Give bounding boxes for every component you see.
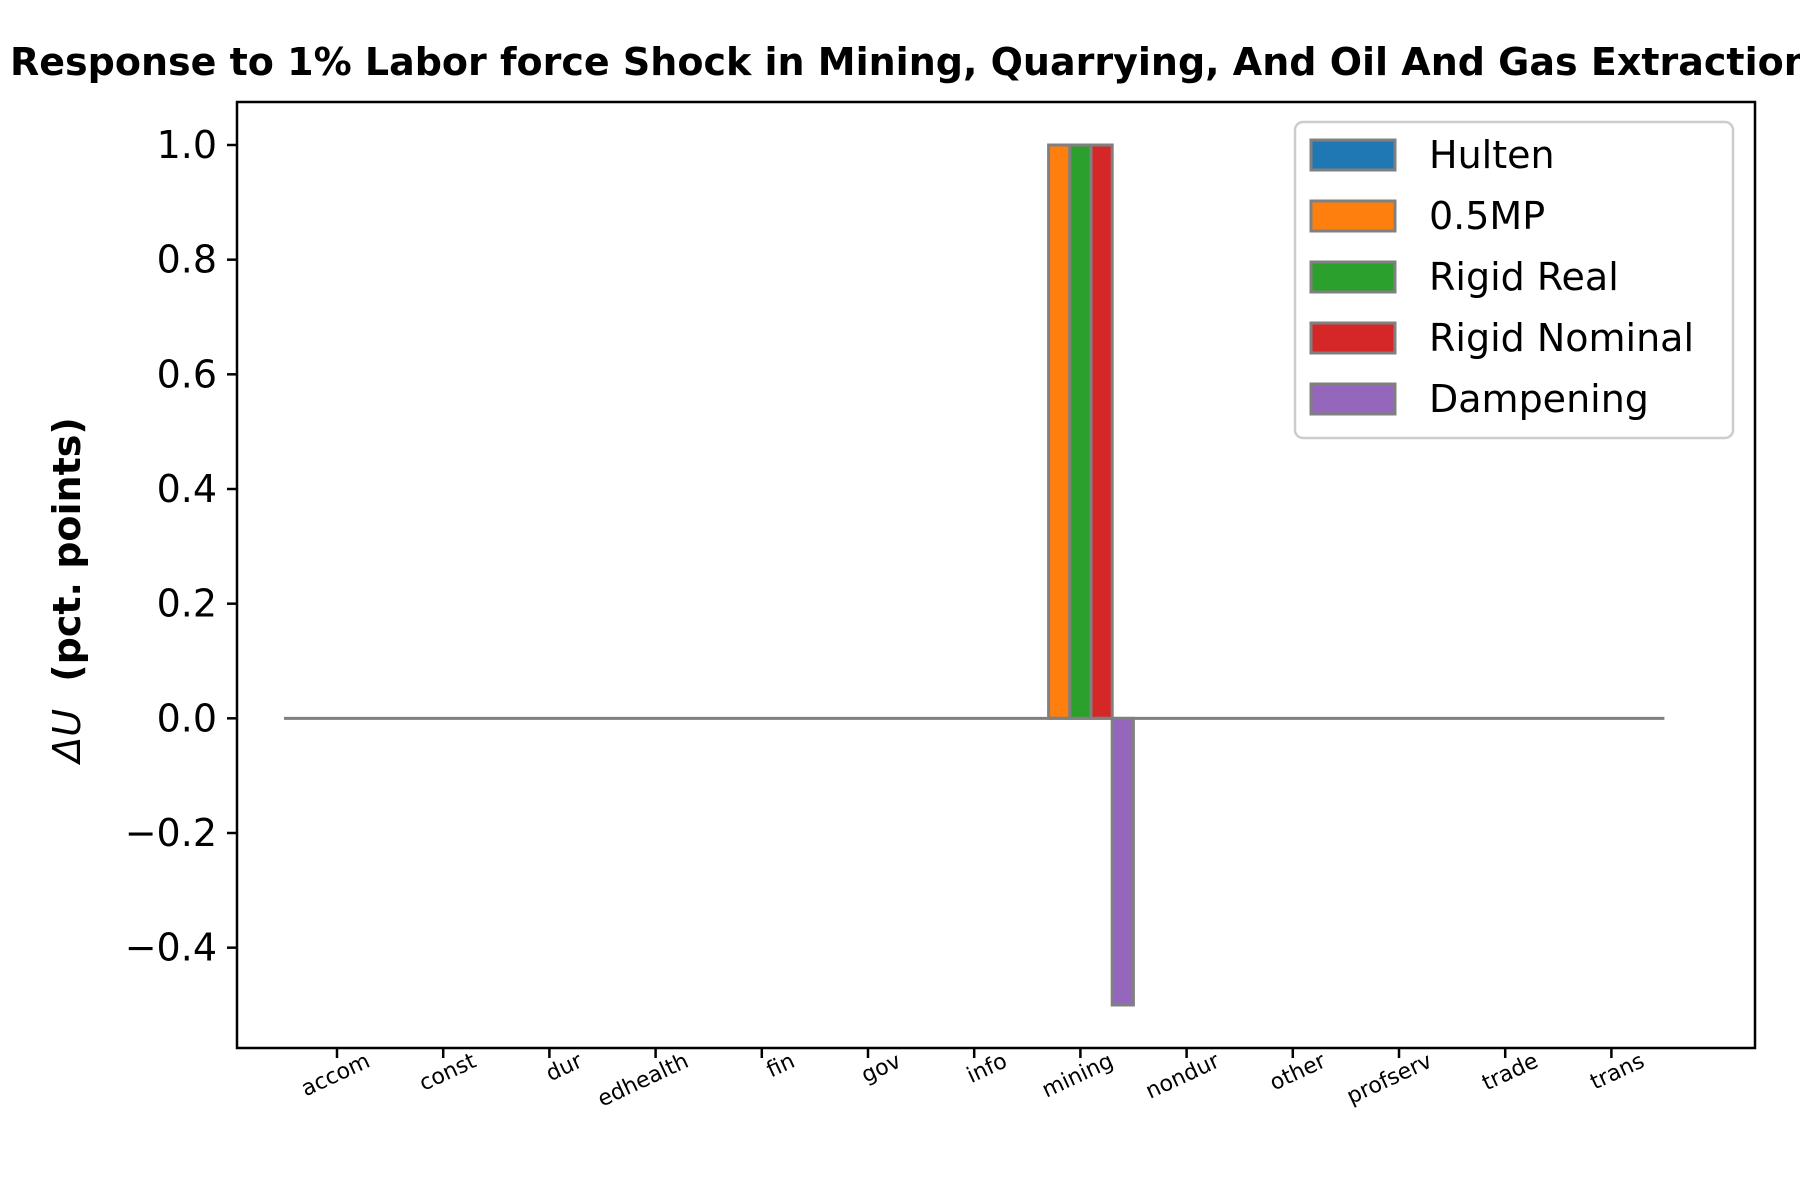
y-axis: −0.4 −0.2 0.0 0.2 0.4 0.6 0.8 1.0 [125,123,237,970]
x-tick-label: trade [1478,1049,1542,1096]
bar-rigid-real-mining [1068,143,1093,720]
y-tick-label: 0.6 [157,352,217,396]
y-axis-label-text: (pct. points) [45,417,89,681]
x-tick-label: nondur [1142,1048,1224,1104]
plot-frame [235,100,1757,1050]
legend-label: 0.5MP [1429,194,1545,238]
legend-label: Rigid Nominal [1429,316,1694,360]
y-tick-label: 0.8 [157,238,217,282]
y-tick-label: 0.2 [157,582,217,626]
bar-rigid-nominal-mining [1089,143,1114,720]
x-tick-label: gov [858,1049,905,1089]
x-tick-label: other [1266,1048,1331,1096]
plot-area [284,143,1665,1007]
x-tick-label: mining [1038,1049,1117,1104]
x-tick-label: trans [1587,1049,1649,1096]
legend-swatch [1309,199,1397,233]
legend: Hulten 0.5MP Rigid Real Rigid Nominal Dampen… [1293,120,1735,440]
legend-label: Rigid Real [1429,255,1619,299]
legend-swatch [1309,382,1397,416]
y-tick-label: 0.4 [157,467,217,511]
legend-swatch [1309,138,1397,172]
legend-label: Hulten [1429,133,1555,177]
chart-title: Response to 1% Labor force Shock in Mini… [10,40,1800,84]
y-tick-label: −0.2 [125,811,217,855]
y-tick-label: 1.0 [157,123,217,167]
legend-swatch [1309,260,1397,294]
y-tick-label: −0.4 [125,926,217,970]
svg-text:ΔU (pct. points): ΔU (pct. points) [45,417,89,766]
x-tick-label: profserv [1343,1049,1436,1110]
y-axis-label: ΔU (pct. points) [45,417,89,766]
x-tick-label: const [416,1049,481,1097]
bar-dampening-mining [1110,716,1135,1007]
y-tick-label: 0.0 [157,696,217,740]
x-tick-label: info [963,1049,1011,1089]
y-axis-label-symbol: ΔU [45,709,89,766]
x-axis: accom const dur edhealth fin gov info mining non… [298,1048,1649,1113]
bar-0-5mp-mining [1047,143,1072,720]
legend-box [1293,120,1735,440]
legend-label: Dampening [1429,377,1649,421]
x-tick-label: edhealth [594,1049,693,1113]
legend-swatch [1309,321,1397,355]
x-tick-label: fin [763,1049,799,1083]
